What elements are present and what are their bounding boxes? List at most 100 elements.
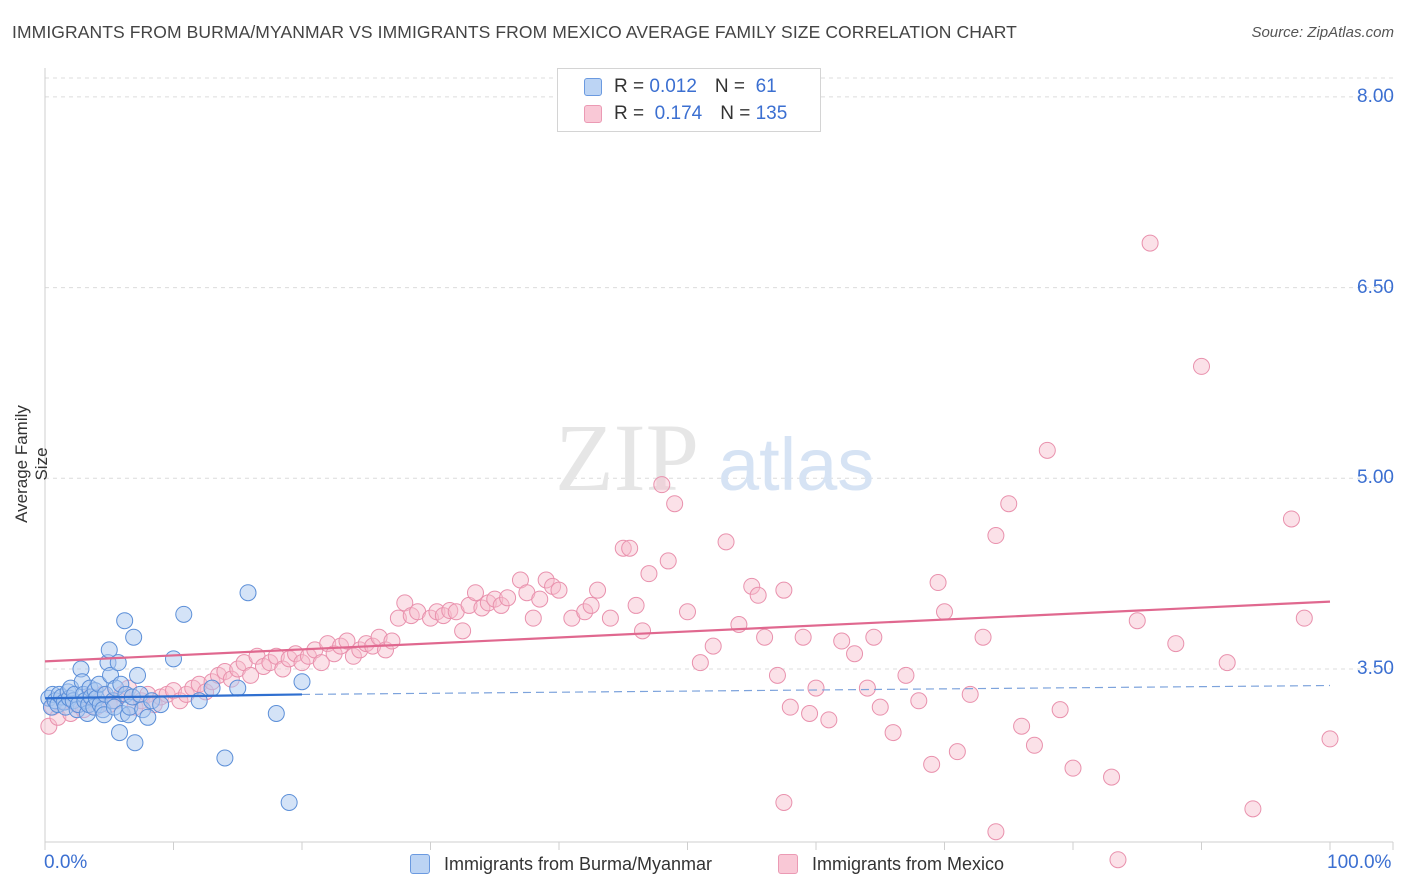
mexico-point [499, 589, 517, 607]
mexico-point [961, 685, 979, 703]
mexico-point [614, 539, 632, 557]
mexico-point [531, 590, 549, 608]
mexico-point [833, 632, 851, 650]
mexico-point [634, 622, 652, 640]
x-tick-min: 0.0% [44, 852, 88, 873]
grid-lines [45, 77, 1393, 670]
mexico-point [820, 711, 838, 729]
mexico-point [383, 632, 401, 650]
mexico-point [865, 628, 883, 646]
mexico-point [948, 743, 966, 761]
legend-r-value: 0.012 [649, 76, 697, 97]
mexico-point [679, 603, 696, 621]
y-tick-label: 5.00 [1357, 467, 1394, 489]
burma-point [229, 679, 247, 697]
legend-r-label: R = [614, 76, 650, 97]
mexico-point [666, 495, 684, 513]
burma-point [129, 666, 147, 684]
legend-row-burma: R = 0.012 N = 61 [584, 75, 777, 99]
mexico-point [794, 628, 812, 646]
mexico-point [576, 603, 594, 621]
mexico-point [486, 590, 504, 608]
mexico-point [550, 581, 568, 599]
mexico-point [1109, 851, 1127, 869]
y-tick-label: 8.00 [1357, 85, 1394, 107]
mexico-point [242, 666, 260, 684]
mexico-point [775, 793, 793, 811]
mexico-point [801, 704, 819, 722]
bottom-legend-mexico-label: Immigrants from Mexico [812, 853, 1005, 874]
mexico-point [1141, 234, 1159, 252]
burma-point [165, 650, 182, 668]
legend-swatch-pink [584, 105, 602, 123]
mexico-point [466, 584, 484, 602]
mexico-point [929, 574, 947, 592]
mexico-point [871, 698, 889, 716]
trend-lines [44, 600, 1331, 700]
axes [44, 68, 1394, 850]
y-tick-label: 6.50 [1357, 276, 1394, 298]
mexico-point [1025, 736, 1043, 754]
mexico-point [974, 628, 992, 646]
source-label: Source: ZipAtlas.com [1251, 24, 1394, 41]
mexico-point [717, 533, 735, 551]
mexico-point [40, 717, 58, 735]
bottom-legend-burma[interactable]: Immigrants from Burma/Myanmar [410, 852, 712, 876]
mexico-point [858, 679, 876, 697]
legend-n-value: 135 [755, 103, 788, 124]
mexico-point [165, 682, 182, 700]
y-axis-label: Average Family Size [12, 405, 51, 523]
mexico-point [1295, 609, 1313, 627]
mexico-point [1282, 510, 1300, 528]
burma-point [293, 673, 311, 691]
mexico-point [1128, 612, 1146, 630]
mexico-point [659, 552, 677, 570]
mexico-point [441, 602, 459, 620]
mexico-point [1167, 635, 1185, 653]
mexico-point [312, 654, 330, 672]
mexico-point [653, 476, 671, 494]
mexico-point [524, 609, 542, 627]
burma-trend-extension [301, 684, 1331, 696]
burma-point [175, 605, 193, 623]
mexico-point [1000, 495, 1018, 513]
chart-title: IMMIGRANTS FROM BURMA/MYANMAR VS IMMIGRA… [12, 22, 1017, 42]
mexico-point [846, 645, 864, 663]
mexico-point [936, 603, 953, 621]
burma-point [116, 612, 134, 630]
mexico-point [1013, 717, 1031, 735]
mexico-point [743, 577, 761, 595]
mexico-point [704, 637, 722, 655]
watermark-zip: ZIP [555, 404, 699, 511]
mexico-point [987, 823, 1005, 841]
mexico-point [1103, 768, 1121, 786]
legend-swatch-blue [584, 78, 602, 96]
mexico-point [775, 581, 793, 599]
mexico-point [884, 724, 902, 742]
x-tick-max: 100.0% [1327, 852, 1392, 873]
mexico-point [582, 596, 600, 614]
burma-point [267, 704, 285, 722]
y-tick-label: 3.50 [1357, 658, 1394, 679]
mexico-point [338, 632, 356, 650]
mexico-point [601, 609, 619, 627]
legend-swatch-blue [410, 854, 430, 874]
mexico-point [627, 596, 645, 614]
legend-n-label: N = [720, 103, 756, 124]
watermark-atlas: atlas [718, 423, 874, 506]
bottom-legend-mexico[interactable]: Immigrants from Mexico [778, 852, 1004, 876]
mexico-point [923, 755, 941, 773]
burma-point [239, 584, 257, 602]
burma-point [125, 628, 143, 646]
mexico-trend-line [44, 600, 1331, 663]
mexico-point [691, 654, 709, 672]
burma-point [111, 724, 129, 742]
burma-point [139, 708, 157, 726]
mexico-point [1051, 701, 1069, 719]
mexico-point [756, 628, 774, 646]
mexico-point [1244, 800, 1262, 818]
mexico-points [40, 234, 1339, 869]
legend-n-value: 61 [750, 76, 777, 97]
mexico-point [454, 622, 472, 640]
